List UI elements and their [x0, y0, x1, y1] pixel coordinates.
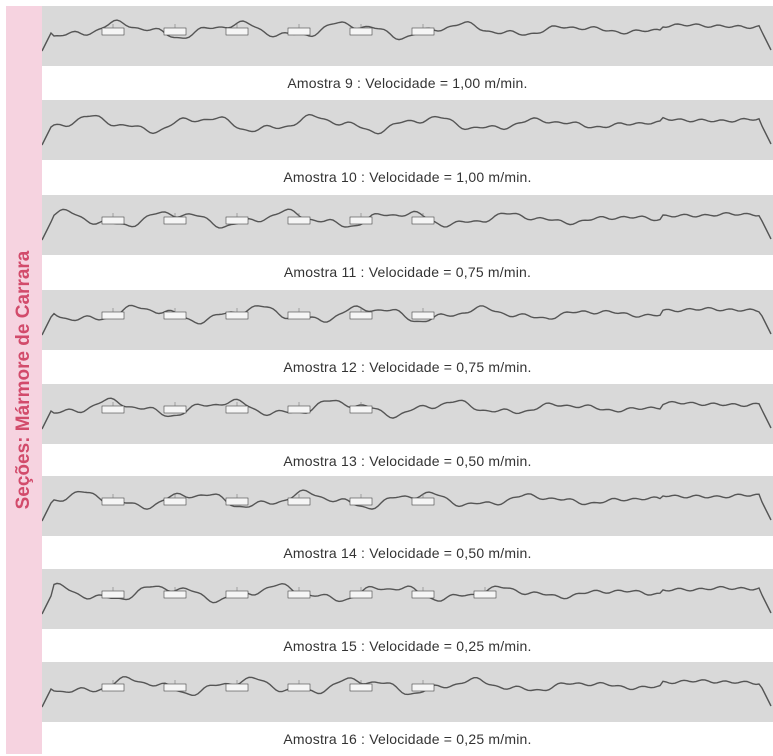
profile-curve: [42, 113, 772, 146]
profile-curve: [42, 676, 772, 708]
measurement-marker: [101, 683, 125, 692]
measurement-marker: [287, 405, 311, 414]
measurement-marker: [287, 216, 311, 225]
measurement-marker: [287, 590, 311, 599]
measurement-marker: [349, 590, 373, 599]
measurement-marker: [163, 216, 187, 225]
measurement-marker: [349, 311, 373, 320]
measurement-marker: [163, 683, 187, 692]
measurement-marker: [411, 216, 435, 225]
profile-curve: [42, 397, 772, 430]
measurement-marker: [163, 405, 187, 414]
measurement-marker: [225, 216, 249, 225]
measurement-marker: [163, 311, 187, 320]
measurement-marker: [225, 27, 249, 36]
measurement-marker: [225, 497, 249, 506]
measurement-marker: [411, 590, 435, 599]
profile-line: [42, 397, 772, 430]
profile-curve: [42, 19, 772, 52]
measurement-marker: [101, 497, 125, 506]
measurement-marker: [411, 311, 435, 320]
measurement-marker: [349, 683, 373, 692]
measurement-marker: [163, 27, 187, 36]
measurement-marker: [225, 590, 249, 599]
measurement-marker: [349, 405, 373, 414]
measurement-marker: [287, 311, 311, 320]
measurement-marker: [287, 683, 311, 692]
profile-line: [42, 208, 772, 241]
profile-section: [42, 476, 773, 536]
measurement-marker: [101, 216, 125, 225]
measurement-marker: [225, 683, 249, 692]
sample-caption: Amostra 16 : Velocidade = 0,25 m/min.: [283, 731, 532, 747]
measurement-marker: [411, 27, 435, 36]
profile-line: [42, 676, 772, 708]
sidebar-label-bar: Seções: Mármore de Carrara: [6, 6, 42, 754]
measurement-marker: [101, 590, 125, 599]
measurement-marker: [287, 27, 311, 36]
sample-caption: Amostra 13 : Velocidade = 0,50 m/min.: [283, 453, 532, 469]
measurement-marker: [225, 405, 249, 414]
profile-section: [42, 384, 773, 444]
measurement-marker: [163, 590, 187, 599]
sample-caption: Amostra 15 : Velocidade = 0,25 m/min.: [283, 638, 532, 654]
profile-curve: [42, 208, 772, 241]
measurement-marker: [101, 311, 125, 320]
sample-caption: Amostra 14 : Velocidade = 0,50 m/min.: [283, 545, 532, 561]
sidebar-title: Seções: Mármore de Carrara: [13, 250, 34, 510]
measurement-marker: [349, 216, 373, 225]
measurement-marker: [287, 497, 311, 506]
profile-line: [42, 489, 772, 522]
measurement-marker: [411, 497, 435, 506]
measurement-marker: [163, 497, 187, 506]
profile-curve: [42, 304, 772, 336]
sample-caption: Amostra 10 : Velocidade = 1,00 m/min.: [283, 169, 532, 185]
measurement-marker: [473, 590, 497, 599]
measurement-marker: [411, 683, 435, 692]
sample-caption: Amostra 12 : Velocidade = 0,75 m/min.: [283, 359, 532, 375]
profile-section: [42, 569, 773, 629]
profile-section: [42, 290, 773, 350]
measurement-marker: [225, 311, 249, 320]
profile-section: [42, 662, 773, 722]
measurement-marker: [101, 405, 125, 414]
profile-line: [42, 19, 772, 52]
profile-line: [42, 113, 772, 146]
profile-line: [42, 304, 772, 336]
sample-caption: Amostra 11 : Velocidade = 0,75 m/min.: [283, 264, 532, 280]
profile-section: [42, 100, 773, 160]
measurement-marker: [101, 27, 125, 36]
profile-curve: [42, 582, 772, 615]
profile-section: [42, 195, 773, 255]
profile-curve: [42, 489, 772, 522]
measurement-marker: [349, 27, 373, 36]
profile-line: [42, 582, 772, 615]
profile-section: [42, 6, 773, 66]
measurement-marker: [349, 497, 373, 506]
sample-caption: Amostra 9 : Velocidade = 1,00 m/min.: [287, 75, 528, 91]
